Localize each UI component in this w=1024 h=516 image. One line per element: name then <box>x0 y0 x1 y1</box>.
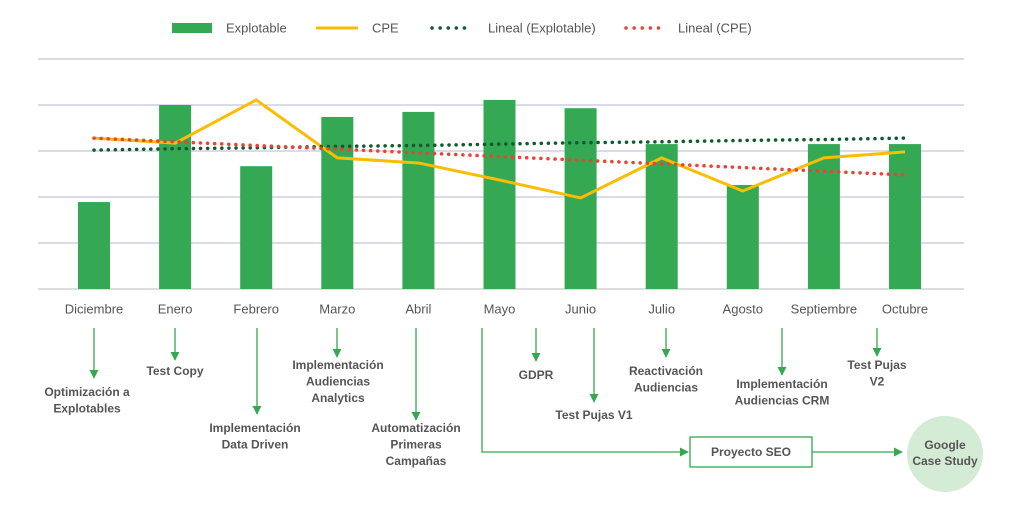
trend-line <box>92 136 907 177</box>
annotation: Explotables <box>53 402 121 416</box>
annotation: Data Driven <box>222 438 289 452</box>
annotation: Analytics <box>311 391 365 405</box>
x-tick-label: Octubre <box>882 301 928 316</box>
annotation: Implementación <box>209 421 300 435</box>
outcome-label: Case Study <box>912 454 978 468</box>
annotation: Test Copy <box>146 364 203 378</box>
bar <box>78 202 110 289</box>
annotation: Audiencias <box>634 381 698 395</box>
trend-line <box>92 136 907 152</box>
legend-label: CPE <box>372 20 399 35</box>
arrow <box>481 328 689 457</box>
bar <box>159 105 192 289</box>
annotation: Optimización a <box>44 385 130 399</box>
x-tick-label: Julio <box>648 301 675 316</box>
annotation: Campañas <box>386 454 447 468</box>
x-tick-label: Junio <box>565 301 596 316</box>
x-tick-label: Marzo <box>319 301 355 316</box>
outcome-label: Google <box>924 438 966 452</box>
legend-label: Lineal (CPE) <box>678 20 752 35</box>
bar <box>807 144 840 289</box>
line <box>93 98 906 200</box>
annotation: Automatización <box>371 421 460 435</box>
legend-swatch <box>172 23 212 33</box>
x-tick-label: Enero <box>158 301 193 316</box>
bar <box>321 116 354 290</box>
bar <box>402 111 435 290</box>
project-box <box>689 436 813 468</box>
annotation: Implementación <box>736 377 827 391</box>
x-tick-label: Septiembre <box>791 301 857 316</box>
bar <box>483 99 516 289</box>
bar <box>726 185 759 289</box>
annotation: Audiencias CRM <box>735 394 830 408</box>
x-tick-label: Agosto <box>723 301 763 316</box>
x-tick-label: Febrero <box>233 301 279 316</box>
bar <box>889 144 921 289</box>
bar <box>645 144 678 289</box>
annotation: Audiencias <box>306 375 370 389</box>
legend-label: Lineal (Explotable) <box>488 20 596 35</box>
bar <box>240 166 273 289</box>
project-label: Proyecto SEO <box>711 445 791 459</box>
annotation: GDPR <box>519 368 554 382</box>
annotation: Primeras <box>390 438 442 452</box>
legend-label: Explotable <box>226 20 287 35</box>
outcome-circle <box>907 416 983 492</box>
x-tick-label: Mayo <box>484 301 516 316</box>
annotation: V2 <box>870 375 885 389</box>
annotation: Test Pujas V1 <box>555 408 632 422</box>
annotation: Test Pujas <box>847 358 906 372</box>
annotation: Reactivación <box>629 364 703 378</box>
x-tick-label: Abril <box>405 301 431 316</box>
x-tick-label: Diciembre <box>65 301 124 316</box>
annotation: Implementación <box>292 358 383 372</box>
